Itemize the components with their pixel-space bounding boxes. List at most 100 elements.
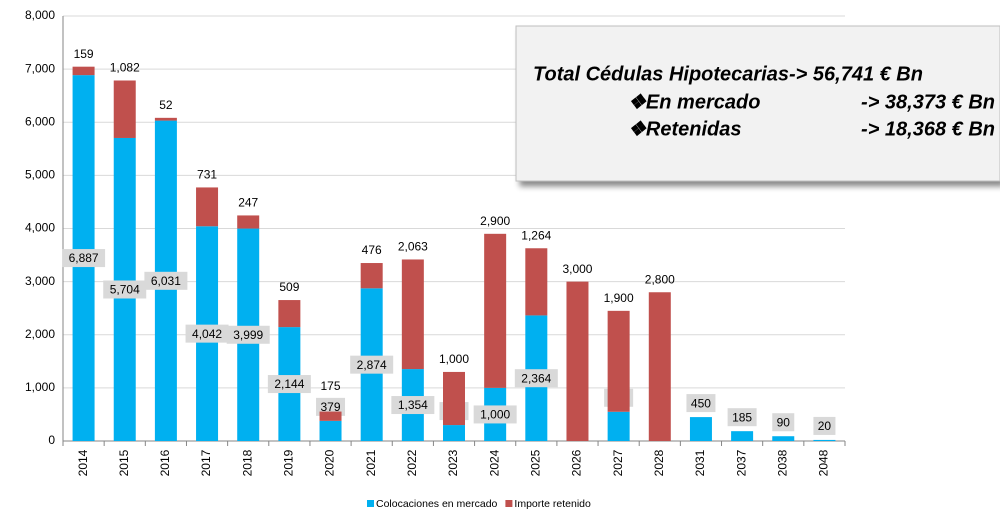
- value-label: 1,264: [521, 228, 551, 242]
- y-tick-label: 7,000: [25, 61, 55, 75]
- value-label: 1,354: [398, 398, 428, 412]
- value-label: 1,000: [480, 408, 510, 422]
- x-tick-label: 2023: [446, 449, 460, 476]
- y-tick-label: 5,000: [25, 168, 55, 182]
- y-tick-label: 4,000: [25, 221, 55, 235]
- value-label: 379: [321, 400, 341, 414]
- value-label: 247: [238, 196, 258, 210]
- value-label: 3,999: [233, 328, 263, 342]
- value-label: 175: [321, 379, 341, 393]
- value-label-box: [62, 249, 106, 268]
- annotation-label: ❖Retenidas: [628, 118, 742, 140]
- bar-segment: [607, 411, 630, 441]
- bar-segment: [278, 300, 301, 328]
- annotation-value: -> 18,368 € Bn: [861, 118, 995, 140]
- value-label-box: [772, 413, 795, 432]
- value-label: 731: [197, 168, 217, 182]
- value-label: 6,887: [69, 251, 99, 265]
- x-tick-label: 2016: [158, 449, 172, 476]
- bar-segment: [196, 187, 219, 227]
- value-label: 159: [74, 47, 94, 61]
- bar-segment: [484, 233, 507, 388]
- value-label-box: [686, 394, 716, 413]
- legend-swatch: [505, 500, 513, 507]
- value-label: 509: [279, 280, 299, 294]
- x-tick-label: 2017: [199, 449, 213, 476]
- value-label: 1,082: [110, 61, 140, 75]
- x-tick-label: 2025: [528, 449, 542, 476]
- annotation-value: -> 38,373 € Bn: [861, 91, 995, 113]
- value-label-box: [514, 369, 558, 388]
- value-label-box: [267, 375, 311, 394]
- y-tick-label: 2,000: [25, 327, 55, 341]
- x-tick-label: 2048: [817, 449, 831, 476]
- bar-segment: [154, 117, 177, 121]
- value-label: 6,031: [151, 274, 181, 288]
- value-label: 1,000: [439, 352, 469, 366]
- value-label: 2,364: [521, 371, 551, 385]
- value-label-box: [316, 397, 346, 416]
- bar-segment: [237, 215, 260, 229]
- value-label: 1,900: [604, 291, 634, 305]
- bar-segment: [731, 431, 754, 441]
- legend-label: Importe retenido: [514, 498, 591, 510]
- bar-segment: [607, 310, 630, 412]
- x-tick-label: 2022: [405, 449, 419, 476]
- x-tick-label: 2031: [693, 449, 707, 476]
- value-label: 2,874: [357, 358, 387, 372]
- annotation-label: ❖En mercado: [628, 91, 760, 113]
- x-tick-label: 2014: [76, 449, 90, 476]
- value-label-box: [391, 396, 435, 415]
- value-label: 2,063: [398, 240, 428, 254]
- bar-segment: [648, 292, 671, 441]
- value-label: 20: [818, 419, 832, 433]
- bar-segment: [772, 436, 795, 441]
- annotation-box: [515, 25, 1000, 182]
- bar-segment: [319, 411, 342, 421]
- x-tick-label: 2019: [282, 449, 296, 476]
- value-label: 2,900: [480, 214, 510, 228]
- x-tick-label: 2018: [240, 449, 254, 476]
- legend-label: Colocaciones en mercado: [376, 498, 498, 510]
- y-tick-label: 1,000: [25, 380, 55, 394]
- bar-segment: [72, 66, 95, 76]
- value-label: 185: [732, 410, 752, 424]
- y-tick-label: 0: [48, 433, 55, 447]
- value-label-box: [813, 416, 836, 435]
- y-tick-label: 8,000: [25, 8, 55, 22]
- y-tick-label: 6,000: [25, 114, 55, 128]
- value-label-box: [350, 355, 394, 374]
- value-label-box: [103, 280, 147, 299]
- legend-swatch: [367, 500, 374, 507]
- value-label: 5,704: [110, 283, 140, 297]
- annotation-title: Total Cédulas Hipotecarias-> 56,741 € Bn: [533, 63, 923, 85]
- x-tick-label: 2020: [323, 449, 337, 476]
- bar-segment: [443, 425, 465, 441]
- x-tick-label: 2027: [611, 449, 625, 476]
- x-tick-label: 2026: [570, 449, 584, 476]
- bar-segment: [319, 420, 342, 441]
- value-label-box: [226, 325, 270, 344]
- bar-segment: [566, 281, 589, 441]
- x-tick-label: 2024: [487, 449, 501, 476]
- bar-segment: [443, 371, 465, 426]
- bar-segment: [113, 80, 136, 138]
- bar-segment: [813, 439, 836, 441]
- value-label: 2,144: [274, 377, 304, 391]
- bar-segment: [401, 259, 424, 370]
- value-label: 90: [777, 415, 791, 429]
- value-label: 476: [362, 243, 382, 257]
- x-tick-label: 2038: [775, 449, 789, 476]
- value-label-box: [473, 405, 517, 424]
- x-tick-label: 2015: [117, 449, 131, 476]
- value-label-box: [144, 271, 188, 290]
- value-label: 52: [159, 98, 173, 112]
- x-tick-label: 2028: [652, 449, 666, 476]
- value-label: 450: [691, 396, 711, 410]
- y-tick-label: 3,000: [25, 274, 55, 288]
- bar-segment: [525, 248, 548, 316]
- value-label: 4,042: [192, 327, 222, 341]
- x-tick-label: 2037: [734, 449, 748, 476]
- value-label: 3,000: [562, 262, 592, 276]
